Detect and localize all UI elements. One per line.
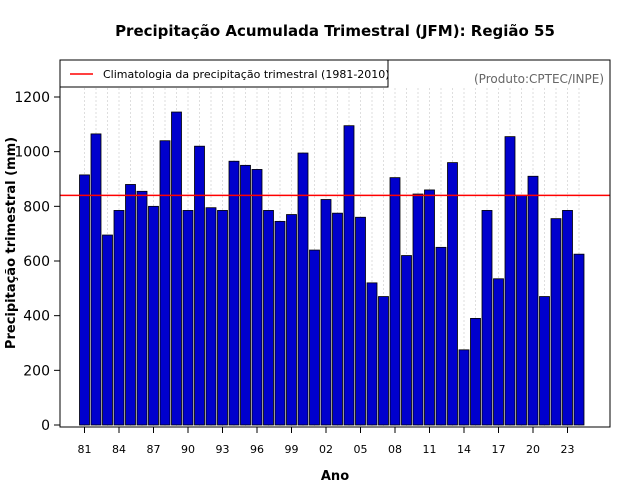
bar-1981 <box>79 174 90 426</box>
bar-2015 <box>470 317 481 426</box>
bar-1993 <box>217 210 228 426</box>
bar-1992 <box>205 207 217 426</box>
bar-1997 <box>263 210 274 426</box>
bars <box>79 111 585 426</box>
bar-1989 <box>171 111 182 426</box>
x-tick-label: 84 <box>112 443 126 456</box>
x-tick-label: 99 <box>285 443 299 456</box>
bar-2021 <box>539 296 550 426</box>
bar-2008 <box>389 177 401 426</box>
x-tick-label: 93 <box>216 443 230 456</box>
bar-1984 <box>113 210 125 426</box>
bar-2007 <box>378 296 389 426</box>
bar-1982 <box>90 133 102 426</box>
bar-1986 <box>136 190 148 426</box>
bar-2005 <box>355 216 366 426</box>
bar-1994 <box>228 160 240 426</box>
x-tick-label: 08 <box>388 443 402 456</box>
x-axis-label: Ano <box>321 469 349 484</box>
chart-title: Precipitação Acumulada Trimestral (JFM):… <box>115 22 555 40</box>
x-tick-label: 11 <box>423 443 437 456</box>
x-tick-label: 20 <box>526 443 540 456</box>
bar-2023 <box>562 210 573 426</box>
bar-1995 <box>240 164 251 426</box>
y-tick-label: 600 <box>23 254 50 270</box>
bar-2000 <box>297 152 309 426</box>
x-tick-label: 05 <box>354 443 368 456</box>
bar-2017 <box>493 278 504 426</box>
y-tick-label: 1200 <box>14 90 50 106</box>
x-tick-label: 96 <box>250 443 264 456</box>
legend-box <box>59 59 389 88</box>
bar-2011 <box>424 189 435 426</box>
bar-1988 <box>159 140 171 426</box>
bar-1990 <box>182 210 194 426</box>
bar-2013 <box>447 162 458 426</box>
x-tick-label: 17 <box>492 443 506 456</box>
bar-2024 <box>573 253 585 426</box>
bar-2003 <box>332 212 343 426</box>
y-axis-label: Precipitação trimestral (mm) <box>4 137 19 349</box>
bar-2020 <box>527 175 539 426</box>
bar-2019 <box>516 194 527 426</box>
bar-2018 <box>504 136 516 426</box>
bar-2022 <box>550 218 562 426</box>
y-tick-label: 400 <box>23 309 50 325</box>
legend-label: Climatologia da precipitação trimestral … <box>103 68 390 81</box>
bar-2009 <box>401 255 412 426</box>
y-tick-label: 0 <box>41 418 50 434</box>
bar-1996 <box>251 169 263 426</box>
x-tick-label: 87 <box>147 443 161 456</box>
bar-2010 <box>412 193 424 426</box>
bar-1999 <box>286 214 297 426</box>
x-tick-label: 02 <box>319 443 333 456</box>
x-tick-label: 14 <box>457 443 471 456</box>
y-tick-label: 800 <box>23 199 50 215</box>
x-tick-label: 23 <box>561 443 575 456</box>
bar-1985 <box>125 184 136 426</box>
bar-1998 <box>274 220 286 426</box>
bar-2016 <box>481 210 493 426</box>
bar-1991 <box>194 145 205 426</box>
y-tick-label: 1000 <box>14 145 50 161</box>
y-tick-label: 200 <box>23 363 50 379</box>
bar-1983 <box>102 234 113 426</box>
bar-2014 <box>458 349 470 426</box>
bar-2004 <box>343 125 355 426</box>
bar-2002 <box>320 199 332 426</box>
bar-1987 <box>148 205 159 426</box>
x-tick-label: 81 <box>78 443 92 456</box>
bar-2006 <box>366 282 378 426</box>
source-note: (Produto:CPTEC/INPE) <box>474 72 604 86</box>
bar-2001 <box>309 249 320 426</box>
bar-2012 <box>435 246 447 426</box>
x-tick-label: 90 <box>181 443 195 456</box>
legend: Climatologia da precipitação trimestral … <box>59 59 390 88</box>
y-axis: 0 200 400 600 800 1000 1200 <box>14 90 60 434</box>
x-axis: 81 84 87 90 93 96 99 02 05 08 11 14 17 20 23 <box>78 427 575 456</box>
